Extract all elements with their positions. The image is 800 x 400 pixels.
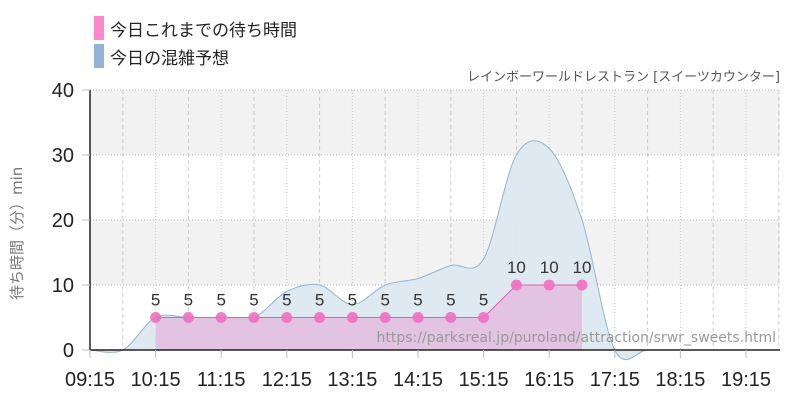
- data-point-label: 5: [184, 291, 193, 310]
- data-point[interactable]: [346, 312, 358, 323]
- data-point-label: 5: [479, 291, 488, 310]
- axes: 0 10 20 30 40 09:15 10:15 11:15 12:15 13:15 14:15 1…: [52, 80, 780, 391]
- x-tick-label: 10:15: [131, 369, 181, 391]
- y-tick-label: 10: [52, 275, 74, 297]
- data-point-label: 5: [216, 291, 225, 310]
- data-point-label: 5: [315, 291, 324, 310]
- x-tick-label: 09:15: [65, 369, 115, 391]
- y-tick-label: 20: [52, 210, 74, 232]
- data-point[interactable]: [314, 312, 326, 323]
- x-tick-label: 17:15: [590, 369, 640, 391]
- data-point[interactable]: [379, 312, 391, 323]
- data-point[interactable]: [478, 312, 490, 323]
- data-point[interactable]: [281, 312, 293, 323]
- legend-item-actual[interactable]: 今日これまでの待ち時間: [94, 14, 297, 42]
- data-point-label: 5: [380, 291, 389, 310]
- data-point[interactable]: [510, 279, 522, 291]
- legend-label: 今日これまでの待ち時間: [110, 20, 297, 41]
- y-tick-label: 40: [52, 80, 74, 102]
- legend-label: 今日の混雑予想: [110, 48, 229, 69]
- y-tick-label: 0: [63, 340, 74, 362]
- grid-bands: [90, 90, 780, 285]
- data-point[interactable]: [248, 312, 260, 323]
- legend-swatch-blue: [94, 44, 104, 68]
- data-point[interactable]: [215, 312, 227, 323]
- data-point-label: 5: [249, 291, 258, 310]
- x-tick-label: 19:15: [721, 369, 771, 391]
- data-point-label: 5: [151, 291, 160, 310]
- data-point-label: 5: [348, 291, 357, 310]
- legend: 今日これまでの待ち時間 今日の混雑予想: [94, 14, 297, 70]
- x-tick-label: 15:15: [459, 369, 509, 391]
- y-tick-label: 30: [52, 145, 74, 167]
- x-tick-label: 14:15: [393, 369, 443, 391]
- data-point[interactable]: [182, 312, 194, 323]
- data-point[interactable]: [445, 312, 457, 323]
- data-point[interactable]: [543, 279, 555, 291]
- watermark-url: https://parksreal.jp/puroland/attraction…: [377, 330, 776, 346]
- data-point-label: 5: [446, 291, 455, 310]
- data-point-label: 10: [507, 258, 526, 277]
- x-tick-label: 13:15: [327, 369, 377, 391]
- data-point[interactable]: [576, 279, 588, 291]
- legend-item-forecast[interactable]: 今日の混雑予想: [94, 42, 297, 70]
- x-tick-label: 11:15: [197, 369, 246, 391]
- data-point-label: 5: [413, 291, 422, 310]
- data-point-label: 10: [540, 258, 559, 277]
- data-point[interactable]: [150, 312, 162, 323]
- data-point[interactable]: [412, 312, 424, 323]
- actual-points: 5 5 5 5 5 5 5 5 5 5 5 10 10 10: [150, 258, 591, 323]
- x-tick-label: 18:15: [655, 369, 705, 391]
- legend-swatch-pink: [94, 16, 104, 40]
- x-tick-label: 16:15: [524, 369, 574, 391]
- data-point-label: 10: [573, 258, 592, 277]
- chart-subtitle: レインボーワールドレストラン [スイーツカウンター]: [466, 70, 780, 85]
- x-tick-label: 12:15: [262, 369, 312, 391]
- data-point-label: 5: [282, 291, 291, 310]
